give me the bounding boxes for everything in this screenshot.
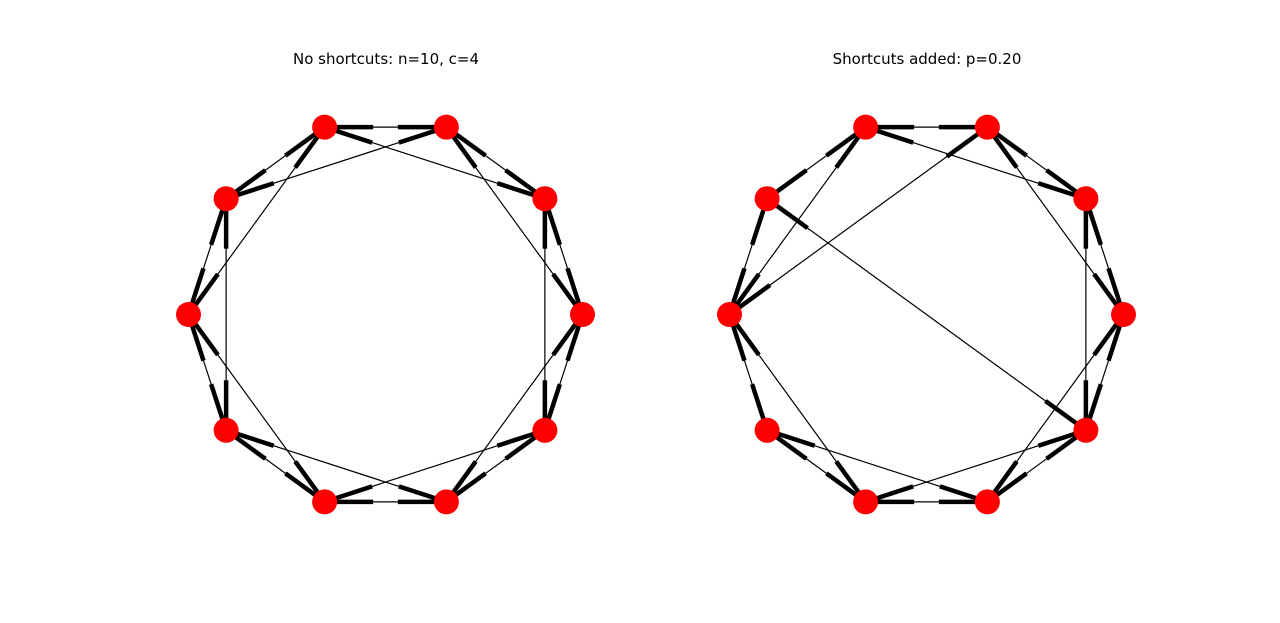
node-left-0 (570, 302, 595, 327)
edge-right-5-6-head-mark (749, 383, 766, 420)
edge-right-5-6-tail-mark (731, 325, 747, 362)
shortcut-edge-right-4-9 (766, 198, 1087, 431)
edge-right-9-0-head-mark (1106, 325, 1122, 362)
right-graph (717, 114, 1136, 515)
edge-left-3-4-tail-mark (284, 132, 317, 158)
edge-left-1-3-head-mark (335, 128, 373, 145)
node-left-4 (213, 186, 239, 212)
edge-right-5-7-head-mark (834, 460, 861, 494)
edge-right-4-5-head-mark (731, 267, 747, 304)
edge-left-1-2-tail-mark (504, 168, 537, 194)
edge-left-3-5-tail-mark (293, 135, 320, 169)
node-right-6 (754, 417, 780, 443)
edge-left-5-7-head-mark (293, 460, 320, 494)
node-left-5 (176, 302, 201, 327)
edge-right-9-0-tail-mark (1087, 383, 1104, 420)
edge-left-0-1-tail-mark (565, 267, 581, 304)
shortcut-edge-right-5-2-tail-mark (737, 283, 772, 310)
left-panel-title: No shortcuts: n=10, c=4 (292, 50, 480, 68)
edge-left-5-6-head-mark (208, 383, 225, 420)
edge-right-0-2-tail-mark (1092, 272, 1119, 307)
edge-left-5-7-tail-mark (193, 322, 220, 357)
shortcut-edge-right-4-9-tail-mark (775, 203, 809, 230)
edge-left-2-4-head-mark (236, 181, 275, 198)
shortcut-edge-right-0-8-head-mark (992, 460, 1019, 494)
edge-left-4-5-head-mark (190, 267, 206, 304)
node-left-9 (532, 417, 558, 443)
edge-left-7-9-head-mark (496, 431, 535, 448)
edge-right-7-9-tail-mark (876, 484, 914, 501)
edge-right-6-8-tail-mark (777, 431, 816, 448)
shortcut-edge-right-4-9-head-mark (1044, 399, 1078, 426)
edge-left-6-8-head-mark (398, 484, 436, 501)
node-right-1 (1073, 186, 1099, 212)
node-right-8 (974, 489, 1000, 515)
edge-left-1-2-head-mark (454, 132, 487, 158)
edge-left-8-0-tail-mark (451, 460, 478, 494)
node-right-3 (853, 114, 879, 140)
edge-right-3-5-tail-mark (834, 135, 861, 169)
node-left-6 (213, 417, 239, 443)
edge-right-5-7-tail-mark (734, 322, 761, 357)
left-graph (176, 114, 595, 515)
edge-right-1-3-tail-mark (1037, 181, 1076, 198)
edge-right-0-2-head-mark (992, 135, 1019, 169)
node-left-1 (532, 186, 558, 212)
edge-right-3-5-head-mark (734, 272, 761, 307)
node-right-9 (1073, 417, 1099, 443)
edge-left-9-0-tail-mark (546, 383, 563, 420)
shortcut-edge-right-5-2 (729, 126, 988, 315)
edge-right-6-7-tail-mark (775, 435, 808, 461)
edge-right-4-5-tail-mark (749, 209, 766, 246)
edge-left-9-0-head-mark (565, 325, 581, 362)
node-left-8 (433, 489, 459, 515)
edge-left-0-2-head-mark (451, 135, 478, 169)
edge-left-4-5-tail-mark (208, 209, 225, 246)
right-panel-title: Shortcuts added: p=0.20 (832, 50, 1022, 68)
edge-left-1-3-tail-mark (496, 181, 535, 198)
node-right-0 (1111, 302, 1136, 327)
edge-left-0-1-head-mark (546, 209, 563, 246)
edge-right-1-2-head-mark (995, 132, 1028, 158)
edge-right-3-4-head-mark (775, 168, 808, 194)
edge-right-8-9-tail-mark (995, 471, 1028, 497)
edge-left-6-7-tail-mark (234, 435, 267, 461)
node-right-2 (974, 114, 1000, 140)
edge-right-6-8-head-mark (939, 484, 977, 501)
node-right-7 (853, 489, 879, 515)
edge-left-7-9-tail-mark (335, 484, 373, 501)
shortcut-edge-right-0-8-tail-mark (1092, 322, 1119, 357)
edge-right-6-7-head-mark (825, 471, 858, 497)
edge-right-1-2-tail-mark (1045, 168, 1078, 194)
edge-right-7-9-head-mark (1037, 431, 1076, 448)
edge-left-6-7-head-mark (284, 471, 317, 497)
edge-left-0-2-tail-mark (551, 272, 578, 307)
shortcut-edge-right-5-2-head-mark (945, 132, 979, 159)
edge-left-2-4-tail-mark (398, 128, 436, 145)
edge-right-8-9-head-mark (1045, 435, 1078, 461)
node-left-7 (312, 489, 338, 515)
edge-right-0-1-tail-mark (1106, 267, 1122, 304)
edge-left-3-5-head-mark (193, 272, 220, 307)
edge-left-5-6-tail-mark (190, 325, 206, 362)
edge-left-8-0-head-mark (551, 322, 578, 357)
edge-left-3-4-head-mark (234, 168, 267, 194)
edge-left-6-8-tail-mark (236, 431, 275, 448)
edge-left-8-9-head-mark (504, 435, 537, 461)
node-left-2 (433, 114, 459, 140)
edge-right-0-1-head-mark (1087, 209, 1104, 246)
edge-left-8-9-tail-mark (454, 471, 487, 497)
node-right-4 (754, 186, 780, 212)
edge-right-1-3-head-mark (876, 128, 914, 145)
node-right-5 (717, 302, 742, 327)
node-left-3 (312, 114, 338, 140)
edge-right-3-4-tail-mark (825, 132, 858, 158)
